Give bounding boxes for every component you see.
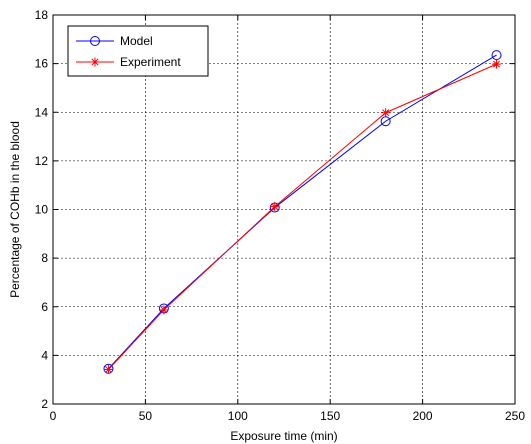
x-tick-label: 50	[139, 409, 153, 423]
tick-labels: 0 50 100 150 200 250 2 4 6 8 10 12 14 16 18	[35, 8, 526, 423]
legend-box	[67, 25, 209, 77]
legend-marker	[90, 36, 100, 46]
x-tick-label: 150	[320, 409, 340, 423]
x-tick-label: 250	[505, 409, 525, 423]
x-tick-label: 0	[50, 409, 57, 423]
y-tick-label: 2	[41, 397, 48, 411]
y-axis-label: Percentage of COHb in the blood	[8, 121, 22, 298]
data-point-experiment	[381, 108, 391, 118]
y-tick-label: 6	[41, 300, 48, 314]
data-point-experiment	[270, 202, 280, 212]
x-tick-label: 200	[413, 409, 433, 423]
y-tick-label: 10	[35, 203, 49, 217]
legend-item-experiment: Experiment	[76, 55, 181, 69]
axis-ticks	[52, 14, 516, 405]
y-tick-label: 8	[41, 251, 48, 265]
y-tick-label: 18	[35, 8, 49, 22]
legend-label: Model	[120, 34, 153, 48]
legend-label: Experiment	[120, 55, 181, 69]
legend-marker	[90, 57, 100, 67]
x-tick-label: 100	[228, 409, 248, 423]
data-point-experiment	[159, 305, 169, 315]
series-experiment	[103, 59, 502, 374]
legend-item-model: Model	[76, 34, 153, 48]
y-tick-label: 4	[41, 348, 48, 362]
y-tick-label: 14	[35, 105, 49, 119]
y-tick-label: 12	[35, 154, 49, 168]
series-layer	[103, 50, 502, 374]
data-point-experiment	[103, 364, 113, 374]
data-point-experiment	[492, 59, 502, 69]
x-axis-label: Exposure time (min)	[230, 429, 337, 443]
legend: Model Experiment	[67, 25, 209, 77]
y-tick-label: 16	[35, 57, 49, 71]
